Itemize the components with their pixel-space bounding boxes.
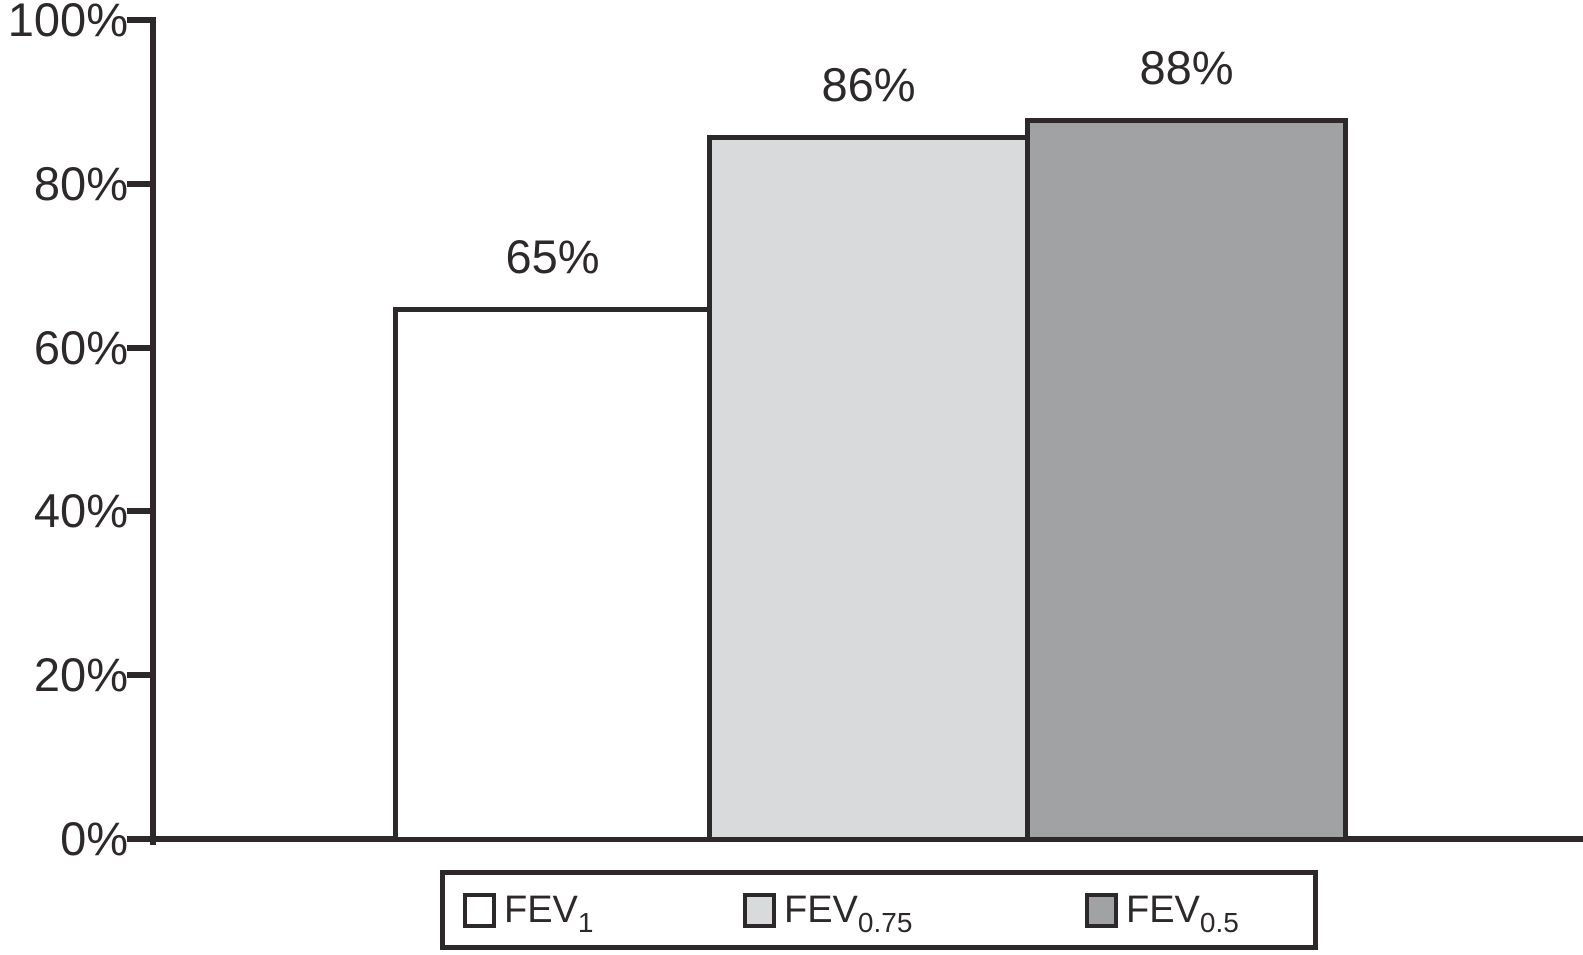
y-tick-100	[127, 17, 154, 23]
legend-label: FEV0.5	[1126, 888, 1239, 938]
y-tick-40	[127, 508, 154, 515]
legend-label: FEV1	[504, 888, 593, 938]
bar-FEV1	[393, 306, 712, 842]
legend-item-FEV0.5: FEV0.5	[1085, 875, 1239, 945]
y-tick-label-20: 20%	[33, 648, 128, 702]
legend-swatch-icon	[743, 892, 776, 928]
legend-item-FEV0.75: FEV0.75	[743, 875, 912, 945]
legend-label-base: FEV	[1126, 888, 1200, 931]
y-tick-label-0: 0%	[60, 812, 128, 865]
legend-label: FEV0.75	[784, 888, 912, 938]
legend-item-FEV1: FEV1	[463, 875, 593, 945]
bar-FEV0.75	[707, 134, 1030, 842]
y-tick-20	[127, 672, 154, 679]
y-tick-label-80: 80%	[33, 156, 128, 210]
bar-value-label-FEV0.75: 86%	[821, 57, 916, 111]
y-tick-60	[127, 344, 154, 351]
legend-label-base: FEV	[784, 888, 858, 931]
y-tick-label-60: 60%	[33, 320, 128, 374]
y-tick-80	[127, 180, 154, 187]
y-axis-line	[150, 17, 156, 845]
y-tick-label-40: 40%	[33, 484, 128, 538]
bar-value-label-FEV1: 65%	[505, 229, 600, 283]
legend-label-subscript: 1	[577, 906, 594, 938]
legend-swatch-icon	[463, 892, 496, 928]
bar-value-label-FEV0.5: 88%	[1139, 41, 1234, 95]
legend-label-subscript: 0.5	[1199, 906, 1239, 938]
legend: FEV1 FEV0.75 FEV0.5	[440, 870, 1318, 950]
y-tick-label-100: 100%	[7, 0, 128, 46]
legend-label-base: FEV	[504, 888, 578, 931]
legend-swatch-icon	[1085, 892, 1118, 928]
legend-label-subscript: 0.75	[857, 906, 913, 938]
bar-FEV0.5	[1025, 118, 1348, 842]
